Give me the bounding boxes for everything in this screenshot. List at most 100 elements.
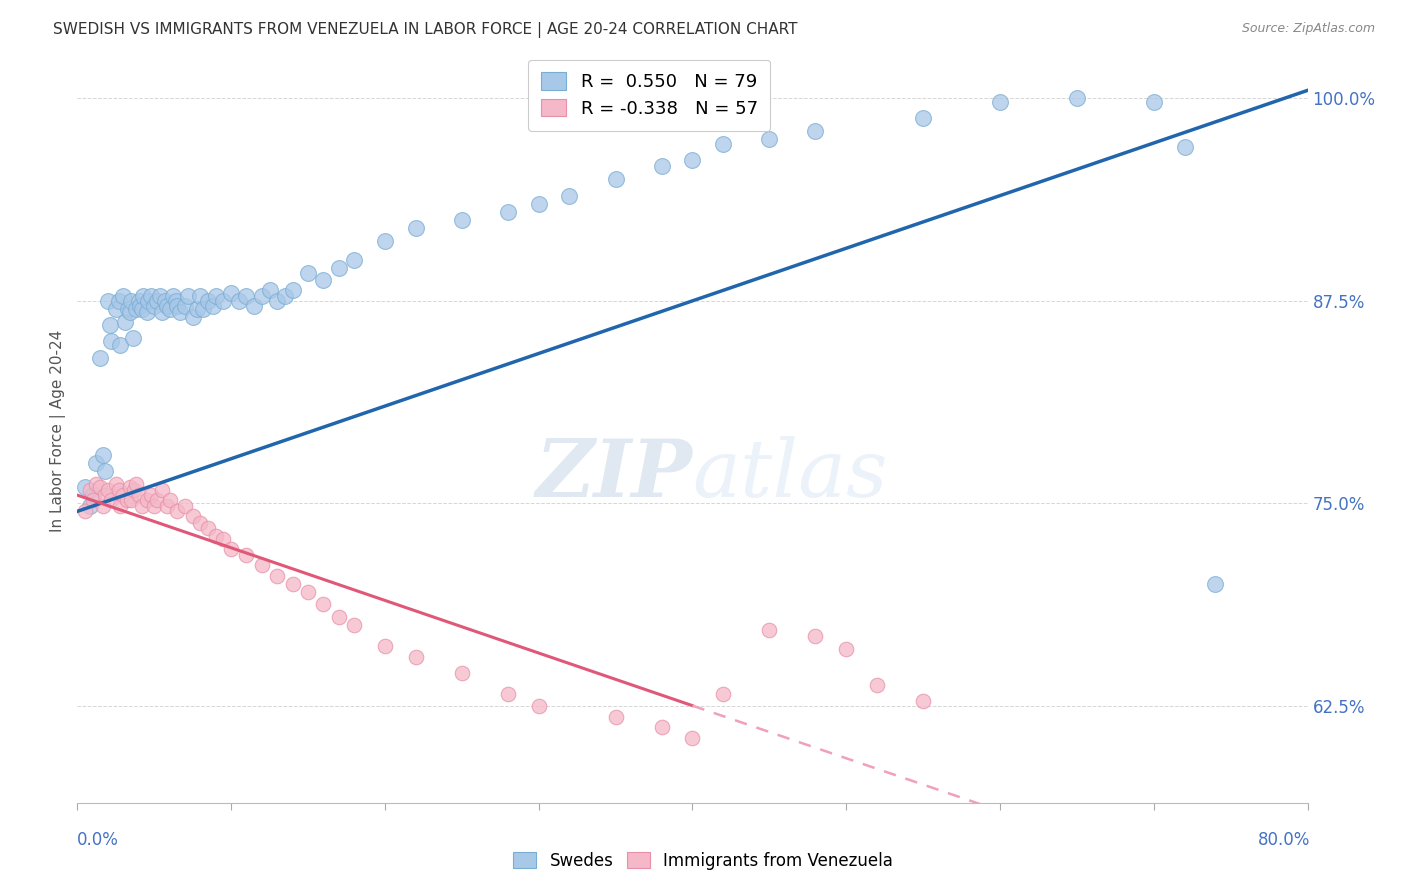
Point [651, 720, 673, 734]
Point [141, 488, 163, 502]
Point [651, 160, 673, 174]
Point [343, 253, 366, 268]
Point [104, 476, 127, 491]
Point [228, 293, 250, 308]
Point [682, 153, 704, 167]
Point [166, 299, 188, 313]
Point [219, 541, 242, 556]
Point [153, 293, 176, 308]
Point [177, 289, 200, 303]
Point [235, 289, 257, 303]
Point [155, 500, 177, 514]
Point [527, 698, 550, 713]
Point [988, 95, 1011, 109]
Point [149, 289, 172, 303]
Text: 0.0%: 0.0% [77, 831, 120, 849]
Point [204, 289, 226, 303]
Point [1204, 577, 1226, 591]
Point [135, 493, 157, 508]
Point [131, 500, 153, 514]
Point [682, 731, 704, 745]
Point [197, 520, 219, 534]
Point [605, 710, 627, 724]
Point [204, 528, 226, 542]
Text: ZIP: ZIP [536, 436, 693, 514]
Point [108, 483, 131, 498]
Point [374, 234, 396, 248]
Point [181, 310, 204, 324]
Point [114, 315, 136, 329]
Point [146, 293, 169, 308]
Point [835, 642, 858, 657]
Point [112, 488, 135, 502]
Point [405, 650, 427, 665]
Point [758, 623, 780, 637]
Point [112, 289, 135, 303]
Text: 80.0%: 80.0% [1258, 831, 1310, 849]
Point [328, 261, 350, 276]
Point [212, 293, 235, 308]
Point [496, 687, 519, 701]
Point [73, 480, 96, 494]
Point [450, 213, 472, 227]
Point [266, 293, 288, 308]
Point [201, 299, 224, 313]
Point [108, 293, 131, 308]
Point [146, 493, 169, 508]
Point [1143, 95, 1166, 109]
Point [89, 351, 111, 365]
Point [281, 577, 304, 591]
Point [82, 493, 104, 508]
Point [912, 111, 935, 125]
Point [259, 283, 281, 297]
Y-axis label: In Labor Force | Age 20-24: In Labor Force | Age 20-24 [51, 329, 66, 532]
Point [912, 694, 935, 708]
Point [558, 188, 581, 202]
Point [122, 483, 145, 498]
Point [181, 509, 204, 524]
Point [174, 299, 197, 313]
Point [281, 283, 304, 297]
Point [135, 305, 157, 319]
Point [128, 293, 150, 308]
Point [450, 666, 472, 681]
Point [110, 337, 132, 351]
Point [274, 289, 297, 303]
Point [115, 493, 138, 508]
Legend: Swedes, Immigrants from Venezuela: Swedes, Immigrants from Venezuela [506, 846, 900, 877]
Point [193, 301, 215, 316]
Point [97, 483, 120, 498]
Text: SWEDISH VS IMMIGRANTS FROM VENEZUELA IN LABOR FORCE | AGE 20-24 CORRELATION CHAR: SWEDISH VS IMMIGRANTS FROM VENEZUELA IN … [53, 22, 799, 38]
Point [141, 289, 163, 303]
Point [165, 293, 187, 308]
Point [79, 483, 101, 498]
Point [312, 597, 335, 611]
Point [143, 500, 166, 514]
Point [250, 558, 273, 572]
Legend: R =  0.550   N = 79, R = -0.338   N = 57: R = 0.550 N = 79, R = -0.338 N = 57 [529, 60, 770, 130]
Point [169, 305, 191, 319]
Point [297, 266, 319, 280]
Point [312, 273, 335, 287]
Point [93, 448, 115, 462]
Point [297, 585, 319, 599]
Point [188, 289, 212, 303]
Point [159, 301, 181, 316]
Point [100, 493, 122, 508]
Point [118, 305, 141, 319]
Point [97, 293, 120, 308]
Point [235, 548, 257, 562]
Point [250, 289, 273, 303]
Point [94, 488, 117, 502]
Point [212, 532, 235, 546]
Point [94, 464, 117, 478]
Point [125, 476, 148, 491]
Point [711, 136, 734, 151]
Point [150, 305, 173, 319]
Point [120, 493, 142, 508]
Point [219, 285, 242, 300]
Point [131, 301, 153, 316]
Point [121, 331, 143, 345]
Point [162, 289, 184, 303]
Point [758, 132, 780, 146]
